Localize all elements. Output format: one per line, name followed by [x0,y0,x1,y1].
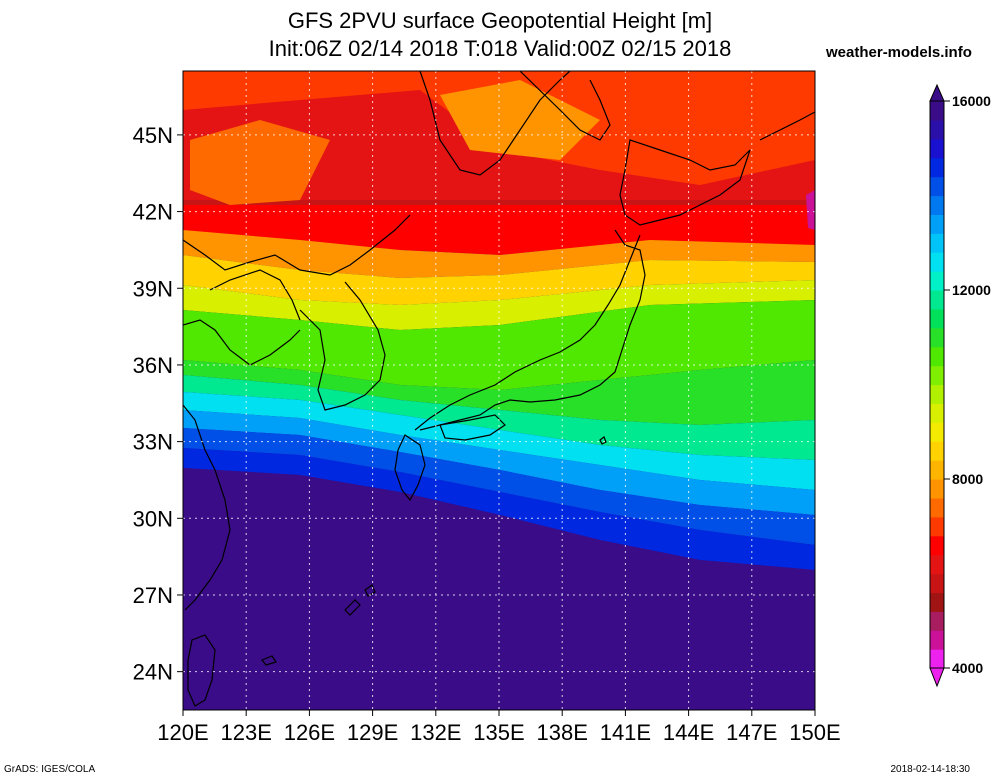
colorbar-segment [930,290,944,310]
colorbar-segment [930,271,944,291]
shikoku [439,414,506,441]
lon-tick-label: 144E [663,720,714,745]
footer-timestamp: 2018-02-14-18:30 [890,764,970,775]
colorbar-segment [930,403,944,423]
footer-credit: GrADS: IGES/COLA [4,764,96,775]
colorbar-segment [930,365,944,386]
colorbar-segment [930,573,944,593]
colorbar-segment [930,176,944,197]
band-cyan-green [183,375,815,460]
colorbar-segment [930,119,944,140]
colorbar-frame [929,100,945,669]
band-green-2 [183,360,815,425]
longitude-axis: 120E 123E 126E 129E 132E 135E 138E 141E 144E 147E… [157,710,841,745]
lon-tick-label: 129E [347,720,398,745]
chart-subtitle: Init:06Z 02/14 2018 T:018 Valid:00Z 02/1… [268,36,732,61]
lat-tick-label: 27N [133,583,173,608]
lat-tick-label: 24N [133,660,173,685]
honshu-east-coast [419,229,646,431]
kyushu [394,434,426,502]
kuril-islands [759,111,815,141]
colorbar-segment [930,460,944,480]
yellow-sea-coast [183,319,301,366]
colorbar-segment [930,252,944,272]
colorbar-segment [930,516,944,537]
band-orange-west [190,120,330,205]
graticule [183,71,815,710]
lon-tick-label: 147E [726,720,777,745]
colorbar-label: 12000 [952,282,991,298]
liaodong-coast [209,269,301,321]
band-yellow [183,255,815,305]
colorbar-segment [930,214,944,234]
lon-tick-label: 141E [600,720,651,745]
colorbar-segment [930,327,944,348]
colorbar-segment [930,101,944,121]
colorbar-label: 8000 [952,471,983,487]
colorbar-segment [930,308,944,329]
lon-tick-label: 135E [473,720,524,745]
colorbar-bottom-arrow [929,667,945,688]
colorbar-segment [930,441,944,461]
band-bright-red [183,205,815,255]
colorbar-segment [930,233,944,253]
colorbar-segment [930,157,944,178]
lat-tick-label: 39N [133,276,173,301]
colorbar-segment [930,649,944,669]
colorbar-segment [930,497,944,518]
colorbar-segment [930,422,944,442]
china-east-coast [183,404,231,611]
colorbar-segment [930,384,944,404]
band-orange-north [440,80,600,160]
hokkaido [619,139,751,226]
colorbar-segment [930,346,944,367]
lat-tick-label: 45N [133,123,173,148]
colorbar-top-arrow [929,83,945,102]
honshu-west-coast [414,234,641,431]
sakhalin [519,71,611,141]
china-korea-coast [183,214,411,276]
latitude-axis: 45N 42N 39N 36N 33N 30N 27N 24N [133,123,183,685]
colorbar-label: 16000 [952,93,991,109]
small-islands [261,436,607,666]
lon-tick-label: 138E [537,720,588,745]
taiwan [187,634,216,707]
colorbar-segment [930,535,944,556]
lat-tick-label: 33N [133,430,173,455]
lon-tick-label: 126E [284,720,335,745]
lon-tick-label: 132E [410,720,461,745]
coastlines [183,71,815,707]
colorbar-segment [930,479,944,499]
lon-tick-label: 120E [157,720,208,745]
russia-coast [419,71,571,176]
band-cyan [183,392,815,490]
colorbar-segment [930,630,944,650]
band-orange [183,230,815,278]
lat-tick-label: 42N [133,200,173,225]
lat-tick-label: 36N [133,353,173,378]
colorbar-label: 4000 [952,660,983,676]
colorbar-segment [930,138,944,159]
colorbar-segment [930,195,944,215]
band-magenta-patch [806,190,815,230]
colorbar-segment [930,611,944,631]
lon-tick-label: 123E [221,720,272,745]
colorbar-segment [930,554,944,575]
lat-tick-label: 30N [133,506,173,531]
chart-title: GFS 2PVU surface Geopotential Height [m] [287,8,713,33]
brand-label: weather-models.info [826,44,972,61]
lon-tick-label: 150E [789,720,840,745]
colorbar-segment [930,592,944,612]
korea-peninsula [299,281,386,411]
colorbar: 16000 12000 8000 4000 [929,83,991,688]
band-green [183,300,815,390]
